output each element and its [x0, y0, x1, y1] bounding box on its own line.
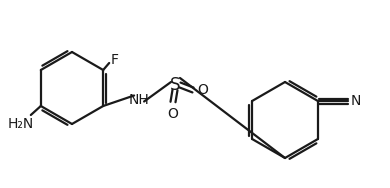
- Text: S: S: [170, 76, 180, 94]
- Text: H₂N: H₂N: [8, 117, 34, 131]
- Text: O: O: [198, 83, 208, 97]
- Text: NH: NH: [129, 92, 149, 106]
- Text: F: F: [110, 53, 118, 67]
- Text: N: N: [351, 94, 361, 108]
- Text: O: O: [168, 107, 179, 121]
